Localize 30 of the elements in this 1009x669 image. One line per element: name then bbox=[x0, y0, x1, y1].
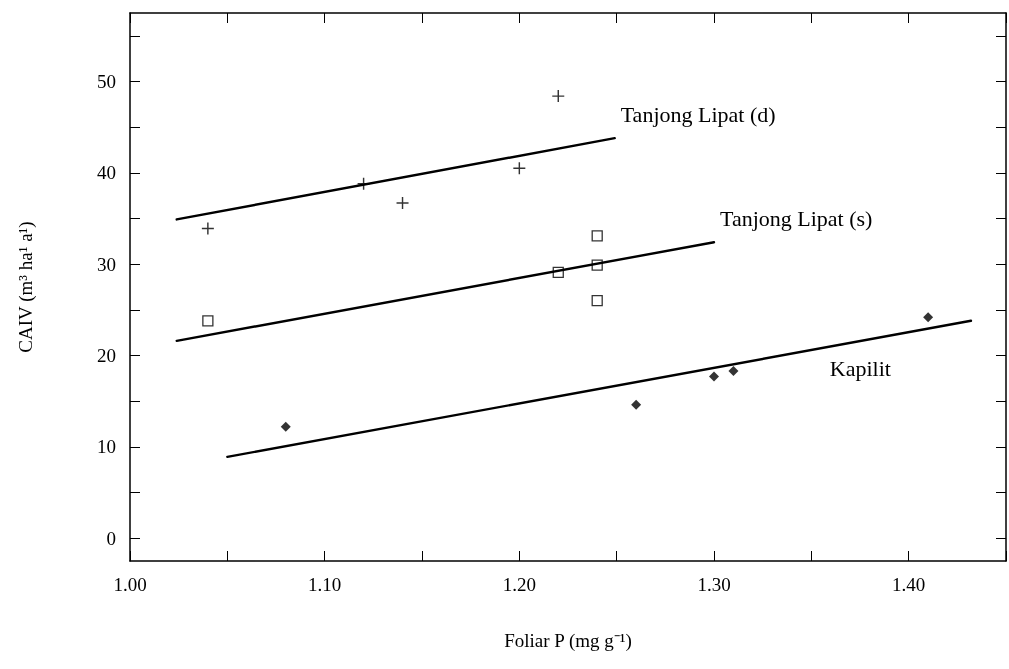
series-label: Kapilit bbox=[829, 356, 891, 382]
y-tick-label: 40 bbox=[97, 162, 116, 184]
x-tick-label: 1.20 bbox=[502, 574, 536, 595]
point bbox=[591, 259, 603, 271]
y-tick-label: 10 bbox=[97, 436, 116, 458]
y-tick-label: 0 bbox=[106, 527, 116, 549]
point bbox=[631, 399, 642, 410]
y-tick-label: 20 bbox=[97, 345, 116, 366]
point bbox=[728, 366, 739, 377]
x-tick-label: 1.10 bbox=[308, 574, 342, 595]
point bbox=[552, 90, 565, 103]
point bbox=[709, 371, 719, 382]
y-tick-label: 50 bbox=[97, 71, 116, 92]
point bbox=[201, 222, 214, 235]
point bbox=[357, 177, 370, 190]
point bbox=[591, 295, 603, 307]
point bbox=[923, 312, 934, 323]
y-axis-title: CAIV (m³ ha¹ a¹) bbox=[15, 221, 37, 353]
point bbox=[396, 196, 409, 209]
x-axis-title: Foliar P (mg g⁻¹) bbox=[504, 630, 632, 652]
point bbox=[280, 421, 291, 432]
y-tick-label: 30 bbox=[97, 253, 116, 275]
point bbox=[202, 315, 214, 327]
point bbox=[552, 266, 564, 279]
x-tick-label: 1.00 bbox=[113, 574, 147, 595]
x-tick-label: 1.30 bbox=[697, 574, 731, 595]
series-label: Tanjong Lipat (d) bbox=[620, 101, 776, 127]
series-label: Tanjong Lipat (s) bbox=[720, 205, 873, 231]
point bbox=[591, 230, 603, 242]
x-tick-label: 1.40 bbox=[892, 574, 926, 595]
